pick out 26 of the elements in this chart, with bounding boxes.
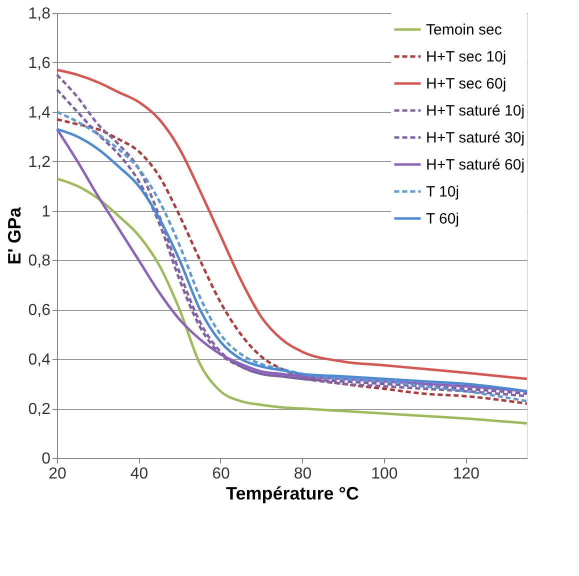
legend-label: H+T sec 10j <box>426 48 506 66</box>
x-tick-label: 40 <box>130 466 148 482</box>
y-axis-title: E' GPa <box>4 206 24 265</box>
legend-label: H+T sec 60j <box>426 76 506 92</box>
legend-label: T 60j <box>426 210 460 228</box>
legend-label: T 10j <box>426 184 460 200</box>
y-tick-label: 0,2 <box>28 401 51 418</box>
x-axis-title: Température °C <box>226 484 359 504</box>
y-tick-label: 0,8 <box>28 252 51 270</box>
x-tick-label: 80 <box>294 466 312 482</box>
x-tick-label: 20 <box>48 466 66 482</box>
legend-label: H+T saturé 30j <box>426 130 525 146</box>
y-tick-label: 1,8 <box>28 6 51 22</box>
y-tick-label: 1,4 <box>28 104 51 122</box>
x-tick-label: 100 <box>371 466 398 482</box>
legend-label: H+T saturé 60j <box>426 156 525 174</box>
x-tick-label: 60 <box>212 466 230 482</box>
y-tick-label: 0 <box>42 450 51 468</box>
y-tick-label: 1,2 <box>28 154 51 171</box>
y-tick-label: 0,4 <box>28 352 51 369</box>
legend-label: Temoin sec <box>426 22 502 38</box>
y-tick-label: 1 <box>42 203 51 220</box>
y-tick-label: 0,6 <box>28 302 51 320</box>
x-tick-label: 120 <box>452 466 480 482</box>
y-tick-label: 1,6 <box>28 54 51 72</box>
legend-label: H+T saturé 10j <box>426 102 525 120</box>
